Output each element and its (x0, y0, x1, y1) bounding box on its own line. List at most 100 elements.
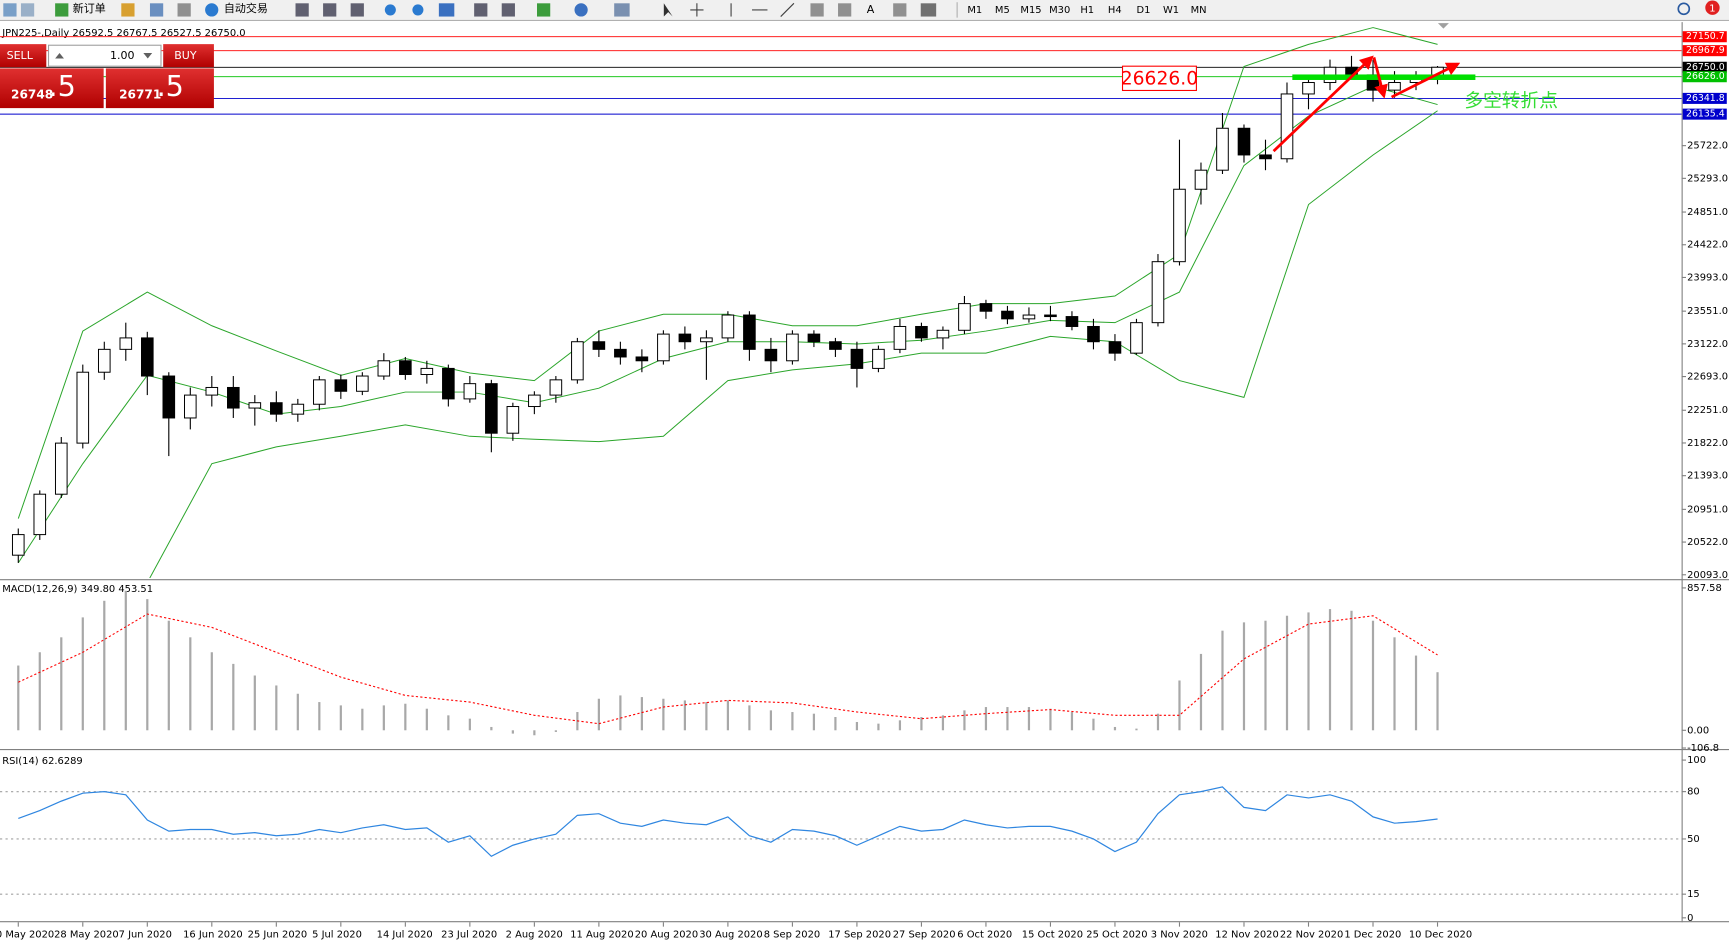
sell-button[interactable] (0, 44, 47, 68)
text-tool[interactable]: A (867, 3, 875, 16)
icon[interactable] (920, 3, 937, 17)
icon[interactable] (350, 3, 364, 17)
badge-count: 1 (1709, 3, 1715, 14)
macd-bar (877, 723, 880, 731)
auto-trade-button[interactable]: 自动交易 (224, 1, 268, 15)
macd-bar (533, 730, 536, 736)
y-tick-label: -106.8 (1687, 743, 1719, 754)
icon[interactable] (574, 3, 588, 17)
macd-bar (1414, 655, 1418, 731)
chart-header: JPN225-,Daily 26592.5 26767.5 26527.5 26… (1, 28, 245, 39)
icon[interactable] (838, 3, 852, 17)
icon[interactable] (438, 3, 455, 17)
new-order-button[interactable]: 新订单 (73, 1, 106, 15)
lot-spin[interactable] (143, 52, 153, 59)
candle-body (140, 337, 154, 377)
candle-body (162, 375, 176, 419)
timeframe-button[interactable]: M30 (1049, 5, 1070, 16)
timeframe-button[interactable]: H4 (1108, 5, 1122, 16)
badge[interactable] (1705, 0, 1720, 15)
pane-title: RSI(14) 62.6289 (2, 756, 83, 767)
cursor-icon[interactable] (663, 3, 673, 17)
x-tick-label: 3 Nov 2020 (1151, 929, 1208, 940)
macd-bar (146, 599, 149, 731)
candle-body (850, 348, 864, 369)
icon[interactable] (295, 3, 309, 17)
candle-body (313, 379, 326, 405)
icon[interactable] (893, 3, 907, 17)
price-box[interactable] (1121, 65, 1197, 92)
timeframe-button[interactable]: M15 (1020, 5, 1041, 16)
macd-bar (683, 700, 686, 731)
icon[interactable] (323, 3, 337, 17)
icon[interactable] (614, 3, 630, 17)
timeframe-button[interactable]: M5 (995, 5, 1010, 16)
candle-body (1044, 314, 1057, 318)
x-tick-label: 7 Jun 2020 (119, 929, 172, 940)
sell-price-box[interactable] (0, 68, 104, 109)
macd-pane: MACD(12,26,9) 349.80 453.51 (2, 584, 1439, 736)
macd-bar (1006, 707, 1009, 731)
auto-trade-icon[interactable] (205, 3, 219, 17)
macd-bar (1264, 620, 1267, 731)
search-icon[interactable] (1677, 2, 1691, 16)
arrow[interactable] (1372, 57, 1388, 99)
macd-bar (1092, 718, 1095, 731)
chart-area (0, 22, 1682, 922)
rsi-line (18, 786, 1438, 858)
y-tick-label: 23551.0 (1687, 306, 1728, 317)
note-text[interactable]: 多空转折点 (1464, 91, 1558, 112)
icon[interactable] (20, 3, 35, 17)
macd-bar (1242, 622, 1246, 731)
timeframe-button[interactable]: M1 (967, 5, 982, 16)
candle-body (399, 360, 412, 376)
timeframe-button[interactable]: W1 (1163, 5, 1179, 16)
candle-body (485, 383, 498, 434)
icon[interactable] (121, 3, 135, 17)
candle-body (549, 379, 563, 396)
y-tick-label: 21822.0 (1687, 438, 1728, 449)
lot-spin[interactable] (55, 52, 64, 59)
new-order-icon[interactable] (55, 3, 69, 17)
candle-body (592, 341, 606, 350)
macd-bar (103, 600, 106, 731)
icon[interactable] (149, 3, 164, 17)
level-tag (1682, 108, 1727, 120)
timeframe-button[interactable]: MN (1191, 5, 1207, 16)
icon[interactable] (810, 3, 824, 17)
signal-line (18, 613, 1438, 725)
macd-bar (619, 695, 622, 731)
icon[interactable] (474, 3, 488, 17)
level-label: 26967.9 (1686, 45, 1725, 56)
y-tick-label: 15 (1687, 889, 1700, 900)
candle-body (829, 341, 842, 350)
icon[interactable] (177, 3, 191, 17)
icon[interactable] (501, 3, 515, 17)
chart-shift-marker[interactable] (1437, 23, 1449, 29)
icon[interactable] (3, 3, 17, 17)
support-line[interactable] (1292, 74, 1476, 80)
macd-bar (447, 715, 450, 731)
candle-body (506, 406, 520, 434)
lot-input[interactable] (47, 44, 162, 67)
arrow[interactable] (1390, 62, 1461, 99)
macd-bar (511, 730, 514, 734)
macd-bar (296, 693, 299, 731)
crosshair-icon[interactable] (690, 3, 704, 17)
buy-price-box[interactable] (105, 68, 214, 109)
timeframe-button[interactable]: D1 (1137, 5, 1151, 16)
macd-bar (1328, 609, 1332, 731)
macd-bar (81, 617, 84, 731)
level-label: 26341.8 (1686, 93, 1725, 104)
icon[interactable] (384, 4, 396, 16)
macd-bar (963, 710, 966, 731)
buy-button[interactable] (163, 44, 214, 68)
icon[interactable] (412, 4, 424, 16)
arrow[interactable] (1272, 55, 1374, 153)
axes: 25722.0 25293.0 24851.0 24422.0 23993.0 23551… (0, 31, 1728, 940)
trendline-icon[interactable] (780, 2, 795, 17)
candle-body (356, 375, 369, 392)
timeframe-button[interactable]: H1 (1080, 5, 1094, 16)
sell-label: SELL (7, 49, 34, 62)
icon[interactable] (537, 3, 551, 17)
